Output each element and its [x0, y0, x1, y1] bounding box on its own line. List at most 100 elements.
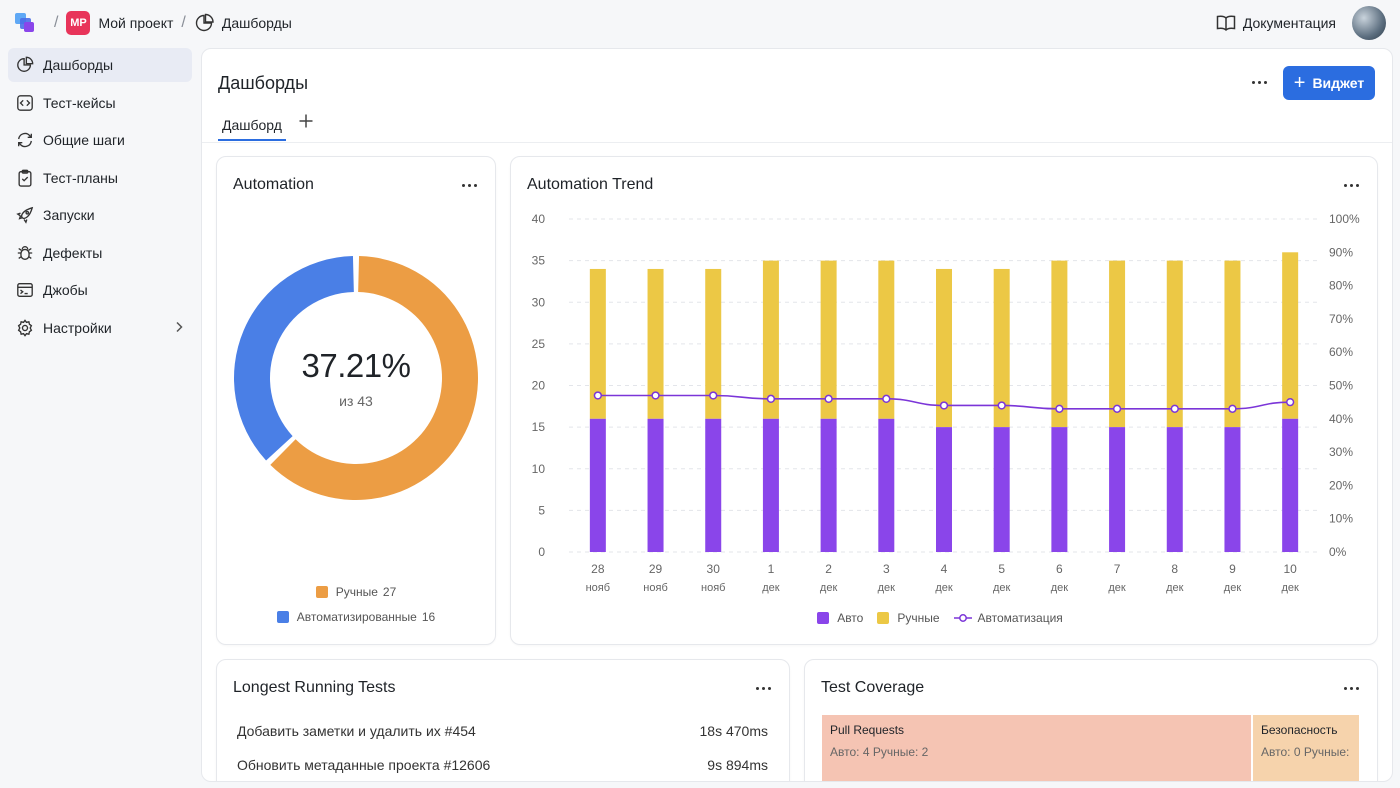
x-tick-month-label: дек [1224, 582, 1242, 594]
sidebar-item-label: Тест-кейсы [43, 94, 116, 111]
coverage-cell-pull-requests[interactable]: Pull Requests Авто: 4 Ручные: 2 [822, 715, 1251, 781]
bar-manual[interactable] [878, 260, 895, 419]
breadcrumb-page[interactable]: Дашборды [194, 13, 292, 33]
legend-item-automation-rate[interactable]: Автоматизация [953, 611, 1063, 625]
automation-rate-point[interactable] [651, 391, 660, 400]
y2-tick-label: 30% [1329, 445, 1353, 459]
legend-item-auto[interactable]: Авто [817, 611, 863, 625]
breadcrumb-project[interactable]: MP Мой проект [66, 11, 173, 35]
sidebar-item-defects[interactable]: Дефекты [8, 236, 192, 270]
chart-legend: Авто Ручные Автоматизация [511, 611, 1377, 625]
card-title: Longest Running Tests [233, 679, 396, 696]
legend-item-automated[interactable]: Автоматизированные 16 [217, 610, 495, 624]
bar-auto[interactable] [1109, 427, 1126, 552]
automation-rate-point[interactable] [766, 394, 776, 403]
table-row[interactable]: Обновить метаданные проекта #12606 9s 89… [237, 757, 768, 773]
bar-auto[interactable] [878, 418, 895, 552]
automation-rate-point[interactable] [997, 401, 1006, 410]
sidebar-item-test-plans[interactable]: Тест-планы [8, 161, 192, 195]
y2-tick-label: 40% [1329, 412, 1353, 426]
sidebar-item-settings[interactable]: Настройки [8, 311, 192, 345]
breadcrumb-page-name: Дашборды [221, 15, 292, 31]
bar-manual[interactable] [1224, 260, 1241, 428]
legend-swatch [315, 586, 328, 598]
table-row[interactable]: Добавить заметки и удалить их #454 18s 4… [237, 723, 768, 739]
x-tick-month-label: дек [1281, 582, 1299, 594]
sidebar-item-shared-steps[interactable]: Общие шаги [8, 123, 192, 157]
bar-manual[interactable] [705, 268, 722, 419]
bar-auto[interactable] [936, 427, 952, 552]
legend-swatch [817, 612, 830, 624]
card-more-button[interactable] [753, 678, 773, 698]
bar-manual[interactable] [820, 260, 837, 419]
sidebar-item-jobs[interactable]: Джобы [8, 273, 192, 307]
donut-slice-manual[interactable] [270, 256, 479, 500]
bar-auto[interactable] [1224, 427, 1241, 552]
x-tick-month-label: дек [1051, 582, 1069, 594]
bar-manual[interactable] [647, 268, 664, 419]
sidebar-item-label: Джобы [43, 282, 88, 298]
bar-manual[interactable] [1051, 260, 1068, 428]
coverage-cell-security[interactable]: Безопасность Авто: 0 Ручные: [1253, 715, 1359, 781]
plus-icon: + [1293, 72, 1306, 94]
sidebar-item-label: Общие шаги [43, 132, 125, 148]
sidebar-item-test-cases[interactable]: Тест-кейсы [8, 86, 192, 120]
coverage-cell-stats: Авто: 0 Ручные: [1261, 745, 1350, 759]
card-more-button[interactable] [1341, 175, 1361, 195]
x-tick-label: 2 [825, 562, 832, 576]
bar-auto[interactable] [820, 418, 837, 552]
automation-rate-point[interactable] [593, 391, 602, 400]
automation-rate-point[interactable] [1286, 398, 1295, 407]
bar-manual[interactable] [1282, 252, 1299, 419]
more-options-button[interactable] [1248, 71, 1270, 93]
x-tick-label: 29 [649, 562, 663, 576]
x-tick-month-label: нояб [701, 582, 725, 594]
sidebar-item-dashboards[interactable]: Дашборды [8, 48, 192, 82]
bar-auto[interactable] [705, 418, 722, 552]
bar-auto[interactable] [993, 427, 1010, 552]
bar-manual[interactable] [1109, 260, 1126, 428]
automation-rate-point[interactable] [939, 401, 949, 410]
y-tick-label: 30 [532, 295, 546, 309]
app-logo-icon[interactable] [14, 12, 36, 34]
x-tick-month-label: нояб [586, 582, 610, 594]
bar-auto[interactable] [762, 418, 779, 552]
automation-trend-card: Automation Trend 0 5 10 15 20 25 30 35 40 0% 10% 20… [510, 156, 1378, 645]
user-avatar[interactable] [1352, 6, 1386, 40]
bar-auto[interactable] [1166, 427, 1183, 552]
documentation-link[interactable]: Документация [1216, 14, 1336, 32]
legend-label: Ручные [335, 585, 378, 599]
card-more-button[interactable] [1341, 678, 1361, 698]
book-icon [1216, 15, 1236, 32]
y-tick-label: 25 [532, 337, 546, 351]
bar-auto[interactable] [1282, 418, 1299, 552]
bar-manual[interactable] [762, 260, 779, 419]
legend-item-manual[interactable]: Ручные [877, 611, 940, 625]
automation-rate-point[interactable] [882, 394, 891, 403]
bar-auto[interactable] [589, 418, 606, 552]
legend-item-manual[interactable]: Ручные 27 [217, 585, 495, 599]
automation-rate-point[interactable] [824, 394, 833, 403]
sidebar-item-launches[interactable]: Запуски [8, 198, 192, 232]
bar-auto[interactable] [1051, 427, 1068, 552]
bar-manual[interactable] [936, 268, 952, 428]
sidebar: Дашборды Тест-кейсы Общие шаги Тест-план… [0, 46, 200, 788]
automation-rate-point[interactable] [1055, 404, 1064, 413]
x-tick-label: 30 [707, 562, 721, 576]
donut-slice-automated[interactable] [234, 256, 354, 461]
automation-total: из 43 [339, 393, 373, 409]
add-tab-button[interactable] [298, 113, 314, 133]
tab-dashboard[interactable]: Дашборд [218, 115, 286, 141]
automation-rate-point[interactable] [1112, 404, 1122, 413]
automation-rate-point[interactable] [1228, 404, 1237, 413]
x-tick-month-label: дек [820, 582, 838, 594]
add-widget-button[interactable]: + Виджет [1283, 66, 1375, 100]
terminal-icon [16, 281, 34, 299]
bar-manual[interactable] [589, 268, 606, 419]
automation-rate-point[interactable] [1170, 404, 1179, 413]
bar-manual[interactable] [1166, 260, 1183, 428]
bar-auto[interactable] [647, 418, 664, 552]
bar-manual[interactable] [993, 268, 1010, 428]
automation-rate-point[interactable] [709, 391, 718, 400]
card-more-button[interactable] [459, 175, 479, 195]
